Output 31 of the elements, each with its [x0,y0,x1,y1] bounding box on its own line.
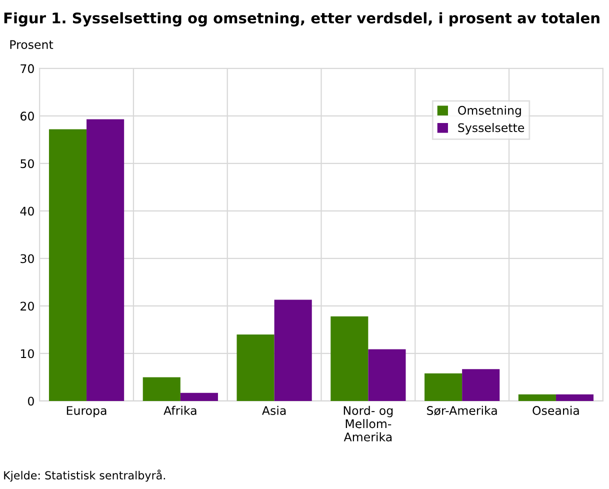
bar [180,392,218,401]
bar [424,373,462,401]
bar [86,119,124,401]
legend-label: Omsetning [458,106,521,118]
bar [556,394,594,401]
y-tick-label: 40 [20,206,34,216]
x-tick-label: Nord- og Mellom- Amerika [344,406,393,442]
bar [236,334,274,401]
x-tick-label: Sør-Amerika [427,406,497,416]
text: Kjelde: Statistisk sentralbyrå. [4,470,165,482]
x-tick-label: Asia [262,406,286,415]
bar [274,300,312,401]
y-tick-label: 10 [21,349,34,358]
bar [48,129,87,401]
x-tick-label: Europa [66,406,106,418]
bar [518,394,556,401]
x-tick-label: Afrika [164,406,196,415]
y-tick-label: 20 [20,302,34,311]
bar [368,349,406,401]
legend-label: Sysselsette [458,123,524,134]
bar [330,316,368,401]
y-tick-label: 50 [20,159,34,168]
chart-title: Figur 1. Sysselsetting og omsetning, etter verdsdel, i prosent av totalen [4,12,600,26]
y-tick-label: 30 [20,254,34,264]
y-tick-label: 60 [20,112,34,121]
x-tick-label: Oseania [532,406,579,415]
bar [462,369,500,401]
y-tick-label: 0 [28,396,34,406]
y-tick-label: 70 [20,64,34,74]
bar [142,377,180,401]
y-axis-title: Prosent [10,40,54,50]
